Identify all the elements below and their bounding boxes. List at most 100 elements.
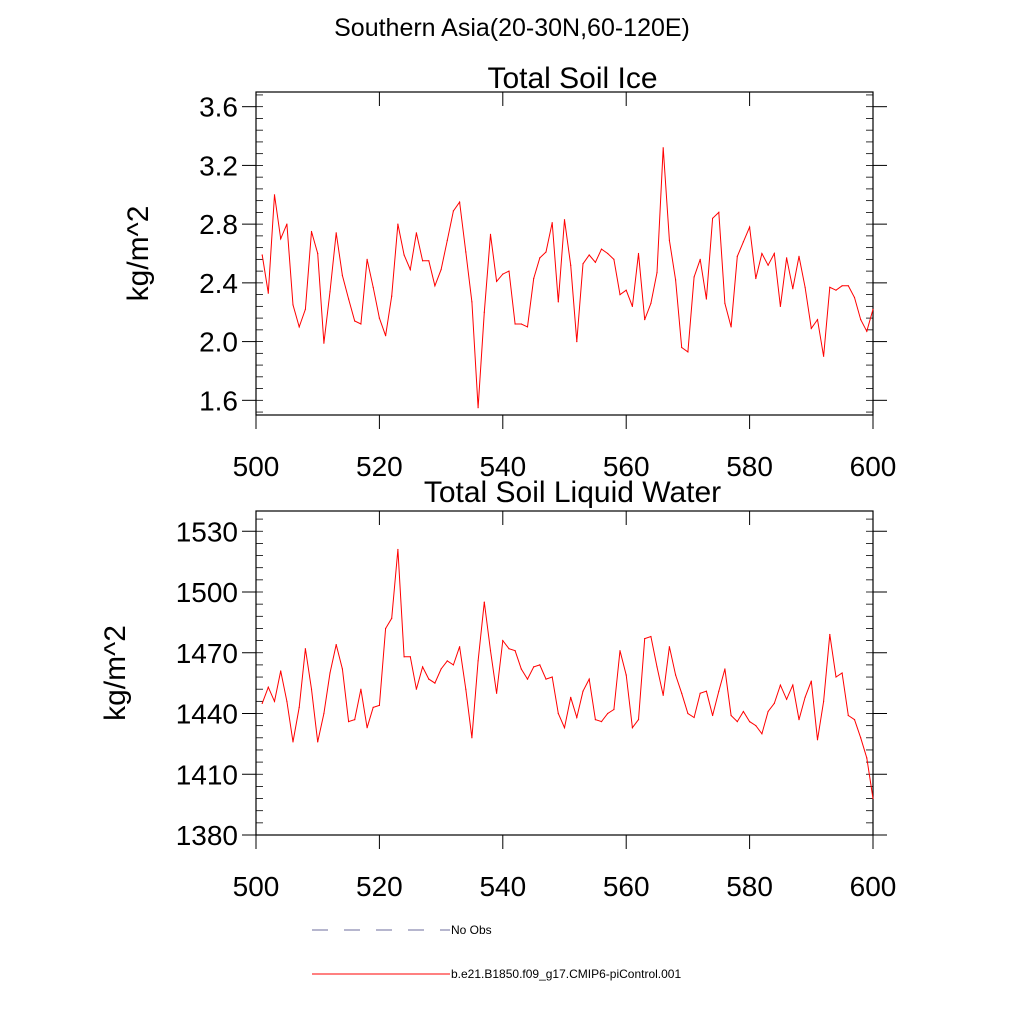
data-point xyxy=(570,696,572,698)
data-point xyxy=(378,317,380,319)
data-point xyxy=(853,719,856,721)
y-tick-label: 1.6 xyxy=(199,385,238,416)
data-point xyxy=(317,741,319,743)
data-point xyxy=(872,797,874,800)
x-tick-label: 520 xyxy=(356,871,403,902)
legend: No Obs b.e21.B1850.f09_g17.CMIP6-piContro… xyxy=(312,923,681,981)
data-point xyxy=(310,230,313,233)
data-point xyxy=(576,716,578,719)
data-point xyxy=(761,252,763,255)
data-point xyxy=(718,690,720,692)
data-point xyxy=(273,194,276,196)
data-point xyxy=(841,285,843,287)
data-point xyxy=(650,635,652,638)
data-point xyxy=(403,254,405,256)
data-point xyxy=(613,708,615,711)
data-point xyxy=(656,272,658,274)
data-point xyxy=(835,289,837,291)
data-point xyxy=(286,700,288,703)
data-point xyxy=(619,294,621,296)
data-point xyxy=(767,264,769,266)
data-point xyxy=(835,676,837,678)
data-point xyxy=(415,232,417,234)
data-point xyxy=(280,670,282,672)
series-line xyxy=(261,549,874,799)
data-point xyxy=(576,341,578,343)
data-point xyxy=(452,664,454,666)
data-point xyxy=(366,258,368,260)
data-point xyxy=(545,678,547,680)
data-point xyxy=(724,668,726,670)
data-point xyxy=(329,291,331,293)
data-point xyxy=(607,252,609,255)
data-point xyxy=(372,286,374,288)
data-point xyxy=(477,407,479,409)
x-tick-label: 540 xyxy=(479,871,526,902)
x-tick-label: 500 xyxy=(233,871,280,902)
data-point xyxy=(557,712,559,715)
data-point xyxy=(323,712,325,715)
x-tick-label: 540 xyxy=(479,451,526,482)
data-point xyxy=(823,700,825,703)
data-point xyxy=(675,279,677,281)
data-point xyxy=(446,660,448,662)
data-point xyxy=(582,263,584,265)
data-point xyxy=(810,680,812,682)
y-tick-label: 1410 xyxy=(176,759,238,790)
data-point xyxy=(600,721,603,723)
data-point xyxy=(693,716,695,719)
data-point xyxy=(600,248,603,250)
panel-total-soil-ice: Total Soil Ice kg/m^2 1.6 2.0 2.4 2.8 3.2 3.6 50… xyxy=(122,62,896,482)
plot-frame xyxy=(255,510,874,836)
data-point xyxy=(816,739,819,741)
data-point xyxy=(718,211,720,213)
data-point xyxy=(292,741,294,743)
data-point xyxy=(773,252,775,255)
data-point xyxy=(526,326,529,328)
data-point xyxy=(304,308,306,310)
data-point xyxy=(341,668,343,670)
data-point xyxy=(440,269,442,271)
data-point xyxy=(551,222,553,224)
legend-label: b.e21.B1850.f09_g17.CMIP6-piControl.001 xyxy=(451,967,681,981)
data-point xyxy=(409,656,411,658)
data-point xyxy=(588,254,590,256)
data-point xyxy=(397,548,399,551)
data-point xyxy=(872,308,874,310)
data-point xyxy=(786,257,788,259)
data-point xyxy=(755,725,757,727)
data-point xyxy=(273,700,276,703)
data-point xyxy=(779,305,782,307)
data-point xyxy=(866,330,868,332)
data-point xyxy=(607,712,609,715)
data-point xyxy=(348,721,350,723)
data-point xyxy=(662,147,664,149)
data-point xyxy=(360,688,362,690)
data-point xyxy=(613,258,615,260)
data-point xyxy=(366,727,368,729)
data-point xyxy=(422,666,424,668)
y-tick-label: 1380 xyxy=(176,820,238,851)
data-point xyxy=(286,223,288,225)
data-point xyxy=(582,690,584,692)
data-point xyxy=(280,238,282,240)
y-tick-label: 2.4 xyxy=(199,268,238,299)
data-point xyxy=(631,305,634,307)
data-point xyxy=(570,264,572,266)
data-point xyxy=(588,678,590,680)
data-point xyxy=(526,678,529,680)
x-tick-label: 600 xyxy=(850,451,897,482)
data-point xyxy=(409,269,411,271)
data-point xyxy=(662,694,664,696)
data-point xyxy=(520,323,522,325)
data-point xyxy=(422,260,424,262)
data-point xyxy=(786,698,788,700)
data-point xyxy=(736,721,738,723)
data-point xyxy=(459,201,461,203)
data-point xyxy=(508,648,510,650)
data-point xyxy=(514,323,516,325)
data-point xyxy=(348,298,350,300)
data-point xyxy=(335,644,337,646)
data-point xyxy=(749,226,751,228)
